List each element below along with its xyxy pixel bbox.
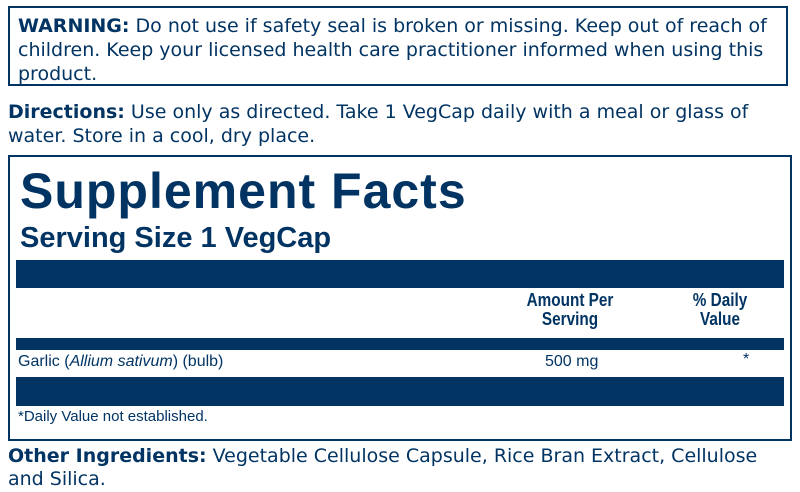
thick-divider [16,260,784,288]
directions: Directions: Use only as directed. Take 1… [8,100,793,148]
warning-box: WARNING: Do not use if safety seal is br… [8,6,788,86]
supplement-facts-panel: Supplement Facts Serving Size 1 VegCap A… [8,155,792,441]
other-label: Other Ingredients: [8,445,207,467]
latin-name: Allium sativum [69,353,173,370]
amount-header: Amount Per Serving [526,290,614,329]
other-ingredients: Other Ingredients: Vegetable Cellulose C… [8,445,798,491]
ingredient-dv: * [743,351,750,368]
other-text: Vegetable Cellulose Capsule, Rice Bran E… [8,445,758,490]
thick-divider [16,377,784,406]
facts-title: Supplement Facts [20,163,467,219]
medium-divider [16,338,784,350]
ingredient-name: Garlic (Allium sativum) (bulb) [18,353,223,371]
name-part: ) (bulb) [172,353,224,370]
serving-size: Serving Size 1 VegCap [20,222,332,254]
warning-label: WARNING: [18,15,130,37]
name-part: Garlic ( [18,353,70,370]
daily-value-header: % Daily Value [692,290,748,329]
footnote: *Daily Value not established. [18,408,208,425]
ingredient-amount: 500 mg [545,353,599,370]
warning-text: Do not use if safety seal is broken or m… [18,15,767,85]
directions-text: Use only as directed. Take 1 VegCap dail… [8,101,749,147]
directions-label: Directions: [8,101,125,123]
